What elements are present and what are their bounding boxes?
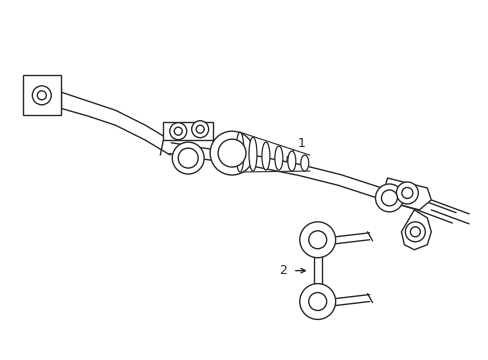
Text: 1: 1: [297, 137, 305, 150]
Circle shape: [405, 222, 425, 242]
Circle shape: [299, 222, 335, 258]
Polygon shape: [163, 122, 213, 140]
Text: 2: 2: [278, 264, 286, 277]
Circle shape: [401, 188, 412, 198]
Circle shape: [218, 139, 245, 167]
Circle shape: [191, 121, 208, 138]
Circle shape: [308, 293, 326, 310]
Bar: [23, 75, 61, 115]
Circle shape: [210, 131, 253, 175]
Ellipse shape: [300, 155, 308, 171]
Ellipse shape: [236, 132, 244, 172]
Circle shape: [409, 227, 420, 237]
Circle shape: [299, 284, 335, 319]
Circle shape: [169, 123, 186, 140]
Ellipse shape: [262, 142, 269, 170]
Circle shape: [172, 142, 203, 174]
Circle shape: [196, 125, 203, 133]
Circle shape: [396, 182, 417, 204]
Circle shape: [37, 91, 46, 100]
Ellipse shape: [248, 137, 256, 171]
Ellipse shape: [274, 146, 282, 170]
Polygon shape: [401, 210, 430, 250]
Circle shape: [381, 190, 397, 206]
Circle shape: [174, 127, 182, 135]
Circle shape: [375, 184, 403, 212]
Polygon shape: [384, 178, 430, 210]
Circle shape: [178, 148, 198, 168]
Circle shape: [32, 86, 51, 105]
Circle shape: [308, 231, 326, 249]
Ellipse shape: [287, 151, 295, 171]
